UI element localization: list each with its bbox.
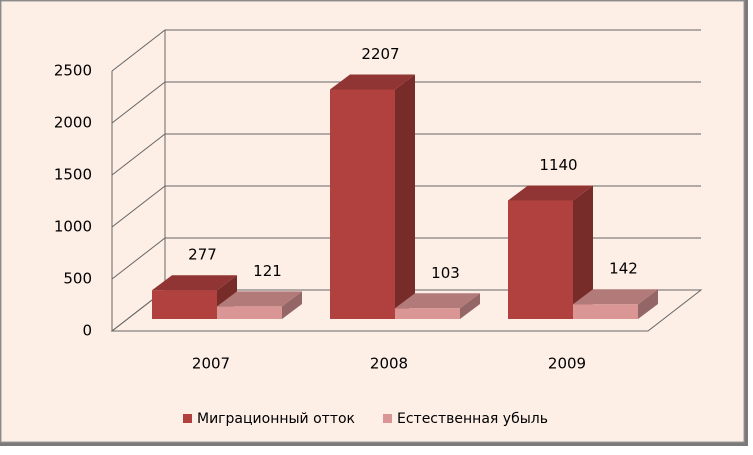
value-label: 121 [253, 262, 282, 280]
bar-top [395, 293, 480, 309]
value-label: 142 [609, 260, 638, 278]
value-label: 2207 [361, 45, 399, 63]
bar [573, 304, 638, 319]
bar-top [330, 74, 415, 90]
bar-side [638, 289, 658, 319]
x-tick-label: 2008 [370, 355, 408, 373]
y-tick-label: 0 [82, 322, 92, 340]
legend-marker [383, 414, 392, 423]
bar-top [152, 275, 237, 291]
value-label: 277 [188, 246, 217, 264]
bar-side [573, 185, 593, 319]
bar-side [395, 74, 415, 319]
x-tick-label: 2009 [548, 355, 586, 373]
grid-line [111, 81, 701, 124]
bar [508, 200, 573, 319]
legend-marker [183, 414, 192, 423]
bar-top [508, 185, 593, 201]
grid-line [111, 29, 701, 72]
y-tick-label: 1500 [54, 166, 92, 184]
bar [330, 89, 395, 319]
x-tick-label: 2007 [192, 355, 230, 373]
bar [395, 308, 460, 319]
bar-side [282, 291, 302, 319]
y-tick-label: 2000 [54, 114, 92, 132]
y-tick-label: 1000 [54, 218, 92, 236]
bar-top [217, 291, 302, 307]
legend-label: Естественная убыль [397, 411, 548, 427]
value-label: 1140 [539, 156, 577, 174]
legend-label: Миграционный отток [197, 411, 355, 427]
bar-side [460, 293, 480, 319]
value-label: 103 [431, 264, 460, 282]
grid-line [111, 133, 701, 176]
y-tick-label: 2500 [54, 62, 92, 80]
grid-line [111, 185, 701, 228]
y-tick-label: 500 [63, 270, 92, 288]
bar-top [573, 289, 658, 305]
bar [152, 290, 217, 319]
bar [217, 306, 282, 319]
